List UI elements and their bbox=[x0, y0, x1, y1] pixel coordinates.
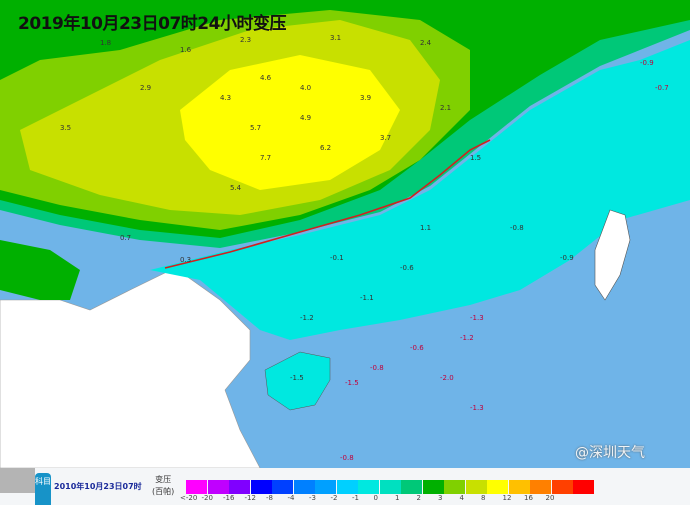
legend-swatch bbox=[508, 480, 530, 494]
pressure-value-sea: -0.7 bbox=[655, 84, 669, 92]
pressure-value: 4.9 bbox=[300, 114, 311, 122]
pressure-value: 5.7 bbox=[250, 124, 261, 132]
legend-tick-label: 2 bbox=[416, 494, 421, 502]
pressure-value: 6.2 bbox=[320, 144, 331, 152]
pressure-value: 7.7 bbox=[260, 154, 271, 162]
pressure-value-sea: -1.3 bbox=[470, 404, 484, 412]
pressure-value-sea: -0.8 bbox=[340, 454, 354, 462]
legend-tick-label: -16 bbox=[223, 494, 235, 502]
grey-panel bbox=[0, 468, 35, 493]
legend-tick-label: -1 bbox=[352, 494, 359, 502]
legend-label-name: 变压 bbox=[155, 475, 172, 484]
legend-label-unit: (百帕) bbox=[152, 487, 175, 496]
map-title: 2019年10月23日07时24小时变压 bbox=[18, 14, 286, 34]
legend-swatch bbox=[379, 480, 401, 494]
legend-swatch bbox=[530, 480, 551, 494]
pressure-value: 3.7 bbox=[380, 134, 391, 142]
legend-tick-label: <-20 bbox=[180, 494, 198, 502]
legend-tick-label: 0 bbox=[373, 494, 378, 502]
pressure-value: 0.3 bbox=[180, 256, 191, 264]
legend-labels: <-20 -20 -16 -12 -8 -4 -3 -2 -1 0 1 2 3 4 8 12 16 20 bbox=[180, 494, 567, 502]
legend-swatch bbox=[422, 480, 444, 494]
legend-tick-label: 8 bbox=[481, 494, 486, 502]
legend-swatches bbox=[186, 480, 595, 494]
legend-swatch bbox=[293, 480, 315, 494]
pressure-value: -1.5 bbox=[290, 374, 304, 382]
pressure-change-map: 1.8 1.6 2.3 3.1 2.4 2.9 3.5 4.3 4.6 5.7 4.9 7.7 6.2 5… bbox=[0, 0, 690, 468]
watermark: @深圳天气 bbox=[575, 445, 645, 461]
legend-swatch bbox=[336, 480, 358, 494]
pressure-value-sea: -0.9 bbox=[640, 59, 654, 67]
legend-tab[interactable]: 科目 bbox=[35, 473, 51, 505]
pressure-value: 5.4 bbox=[230, 184, 242, 192]
pressure-value-sea: -0.6 bbox=[410, 344, 424, 352]
legend-swatch bbox=[229, 480, 250, 494]
pressure-value: 4.0 bbox=[300, 84, 311, 92]
legend-swatch bbox=[444, 480, 465, 494]
pressure-value-sea: -1.3 bbox=[470, 314, 484, 322]
legend-swatch bbox=[487, 480, 508, 494]
legend-tick-label: -8 bbox=[266, 494, 273, 502]
legend-tick-label: 3 bbox=[438, 494, 443, 502]
legend-bar: 科目 2010年10月23日07时 变压 (百帕) <-20 -20 -16 -12-… bbox=[0, 468, 690, 505]
pressure-value: 3.9 bbox=[360, 94, 371, 102]
legend-tick-label: -20 bbox=[201, 494, 213, 502]
region-fall bbox=[150, 40, 690, 340]
legend-swatch bbox=[186, 480, 207, 494]
pressure-value: 3.5 bbox=[60, 124, 71, 132]
pressure-value-sea: -0.8 bbox=[370, 364, 384, 372]
taiwan bbox=[594, 209, 631, 301]
pressure-value: -0.9 bbox=[560, 254, 574, 262]
legend-tick-label: -2 bbox=[330, 494, 338, 502]
pressure-value: -0.8 bbox=[510, 224, 524, 232]
pressure-value: 0.7 bbox=[120, 234, 131, 242]
pressure-value: 1.8 bbox=[100, 39, 111, 47]
legend-swatch bbox=[250, 480, 272, 494]
pressure-value-sea: -1.5 bbox=[345, 379, 359, 387]
pressure-value: 2.1 bbox=[440, 104, 451, 112]
legend-tick-label: 1 bbox=[395, 494, 400, 502]
pressure-value: 1.6 bbox=[180, 46, 192, 54]
front-line bbox=[164, 139, 491, 269]
pressure-value: 2.4 bbox=[420, 39, 432, 47]
pressure-value: -1.2 bbox=[300, 314, 314, 322]
pressure-value: 1.1 bbox=[420, 224, 431, 232]
pressure-value: -0.1 bbox=[330, 254, 344, 262]
legend-tick-label: -3 bbox=[309, 494, 316, 502]
legend-swatch bbox=[358, 480, 379, 494]
pressure-value: 4.6 bbox=[260, 74, 272, 82]
pressure-values: 1.8 1.6 2.3 3.1 2.4 2.9 3.5 4.3 4.6 5.7 4.9 7.7 6.2 5… bbox=[60, 34, 669, 462]
legend-tick-label: 4 bbox=[459, 494, 464, 502]
land-outside-china bbox=[0, 267, 261, 468]
legend-swatch bbox=[465, 480, 487, 494]
legend-tick-label: -4 bbox=[287, 494, 295, 502]
pressure-value-sea: -1.2 bbox=[460, 334, 474, 342]
pressure-value: 3.1 bbox=[330, 34, 341, 42]
pressure-value: 4.3 bbox=[220, 94, 231, 102]
pressure-value: 1.5 bbox=[470, 154, 481, 162]
pressure-value: 2.3 bbox=[240, 36, 251, 44]
legend-tick-label: 16 bbox=[524, 494, 533, 502]
legend-swatch bbox=[573, 480, 594, 494]
legend-tick-label: -12 bbox=[244, 494, 256, 502]
legend-label: 变压 (百帕) bbox=[152, 474, 174, 498]
region-strong-rise bbox=[180, 55, 400, 190]
legend-tick-label: 20 bbox=[545, 494, 555, 502]
legend-swatch bbox=[401, 480, 422, 494]
hainan bbox=[264, 351, 331, 411]
pressure-value: -1.1 bbox=[360, 294, 374, 302]
pressure-value: -0.6 bbox=[400, 264, 414, 272]
green-west bbox=[0, 240, 80, 300]
legend-tick-label: 12 bbox=[502, 494, 512, 502]
pressure-value-sea: -2.0 bbox=[440, 374, 454, 382]
legend-date: 2010年10月23日07时 bbox=[54, 482, 142, 491]
pressure-value: 2.9 bbox=[140, 84, 151, 92]
legend-swatch bbox=[207, 480, 229, 494]
legend-swatch bbox=[272, 480, 293, 494]
legend-swatch bbox=[551, 480, 573, 494]
legend-swatch bbox=[315, 480, 336, 494]
